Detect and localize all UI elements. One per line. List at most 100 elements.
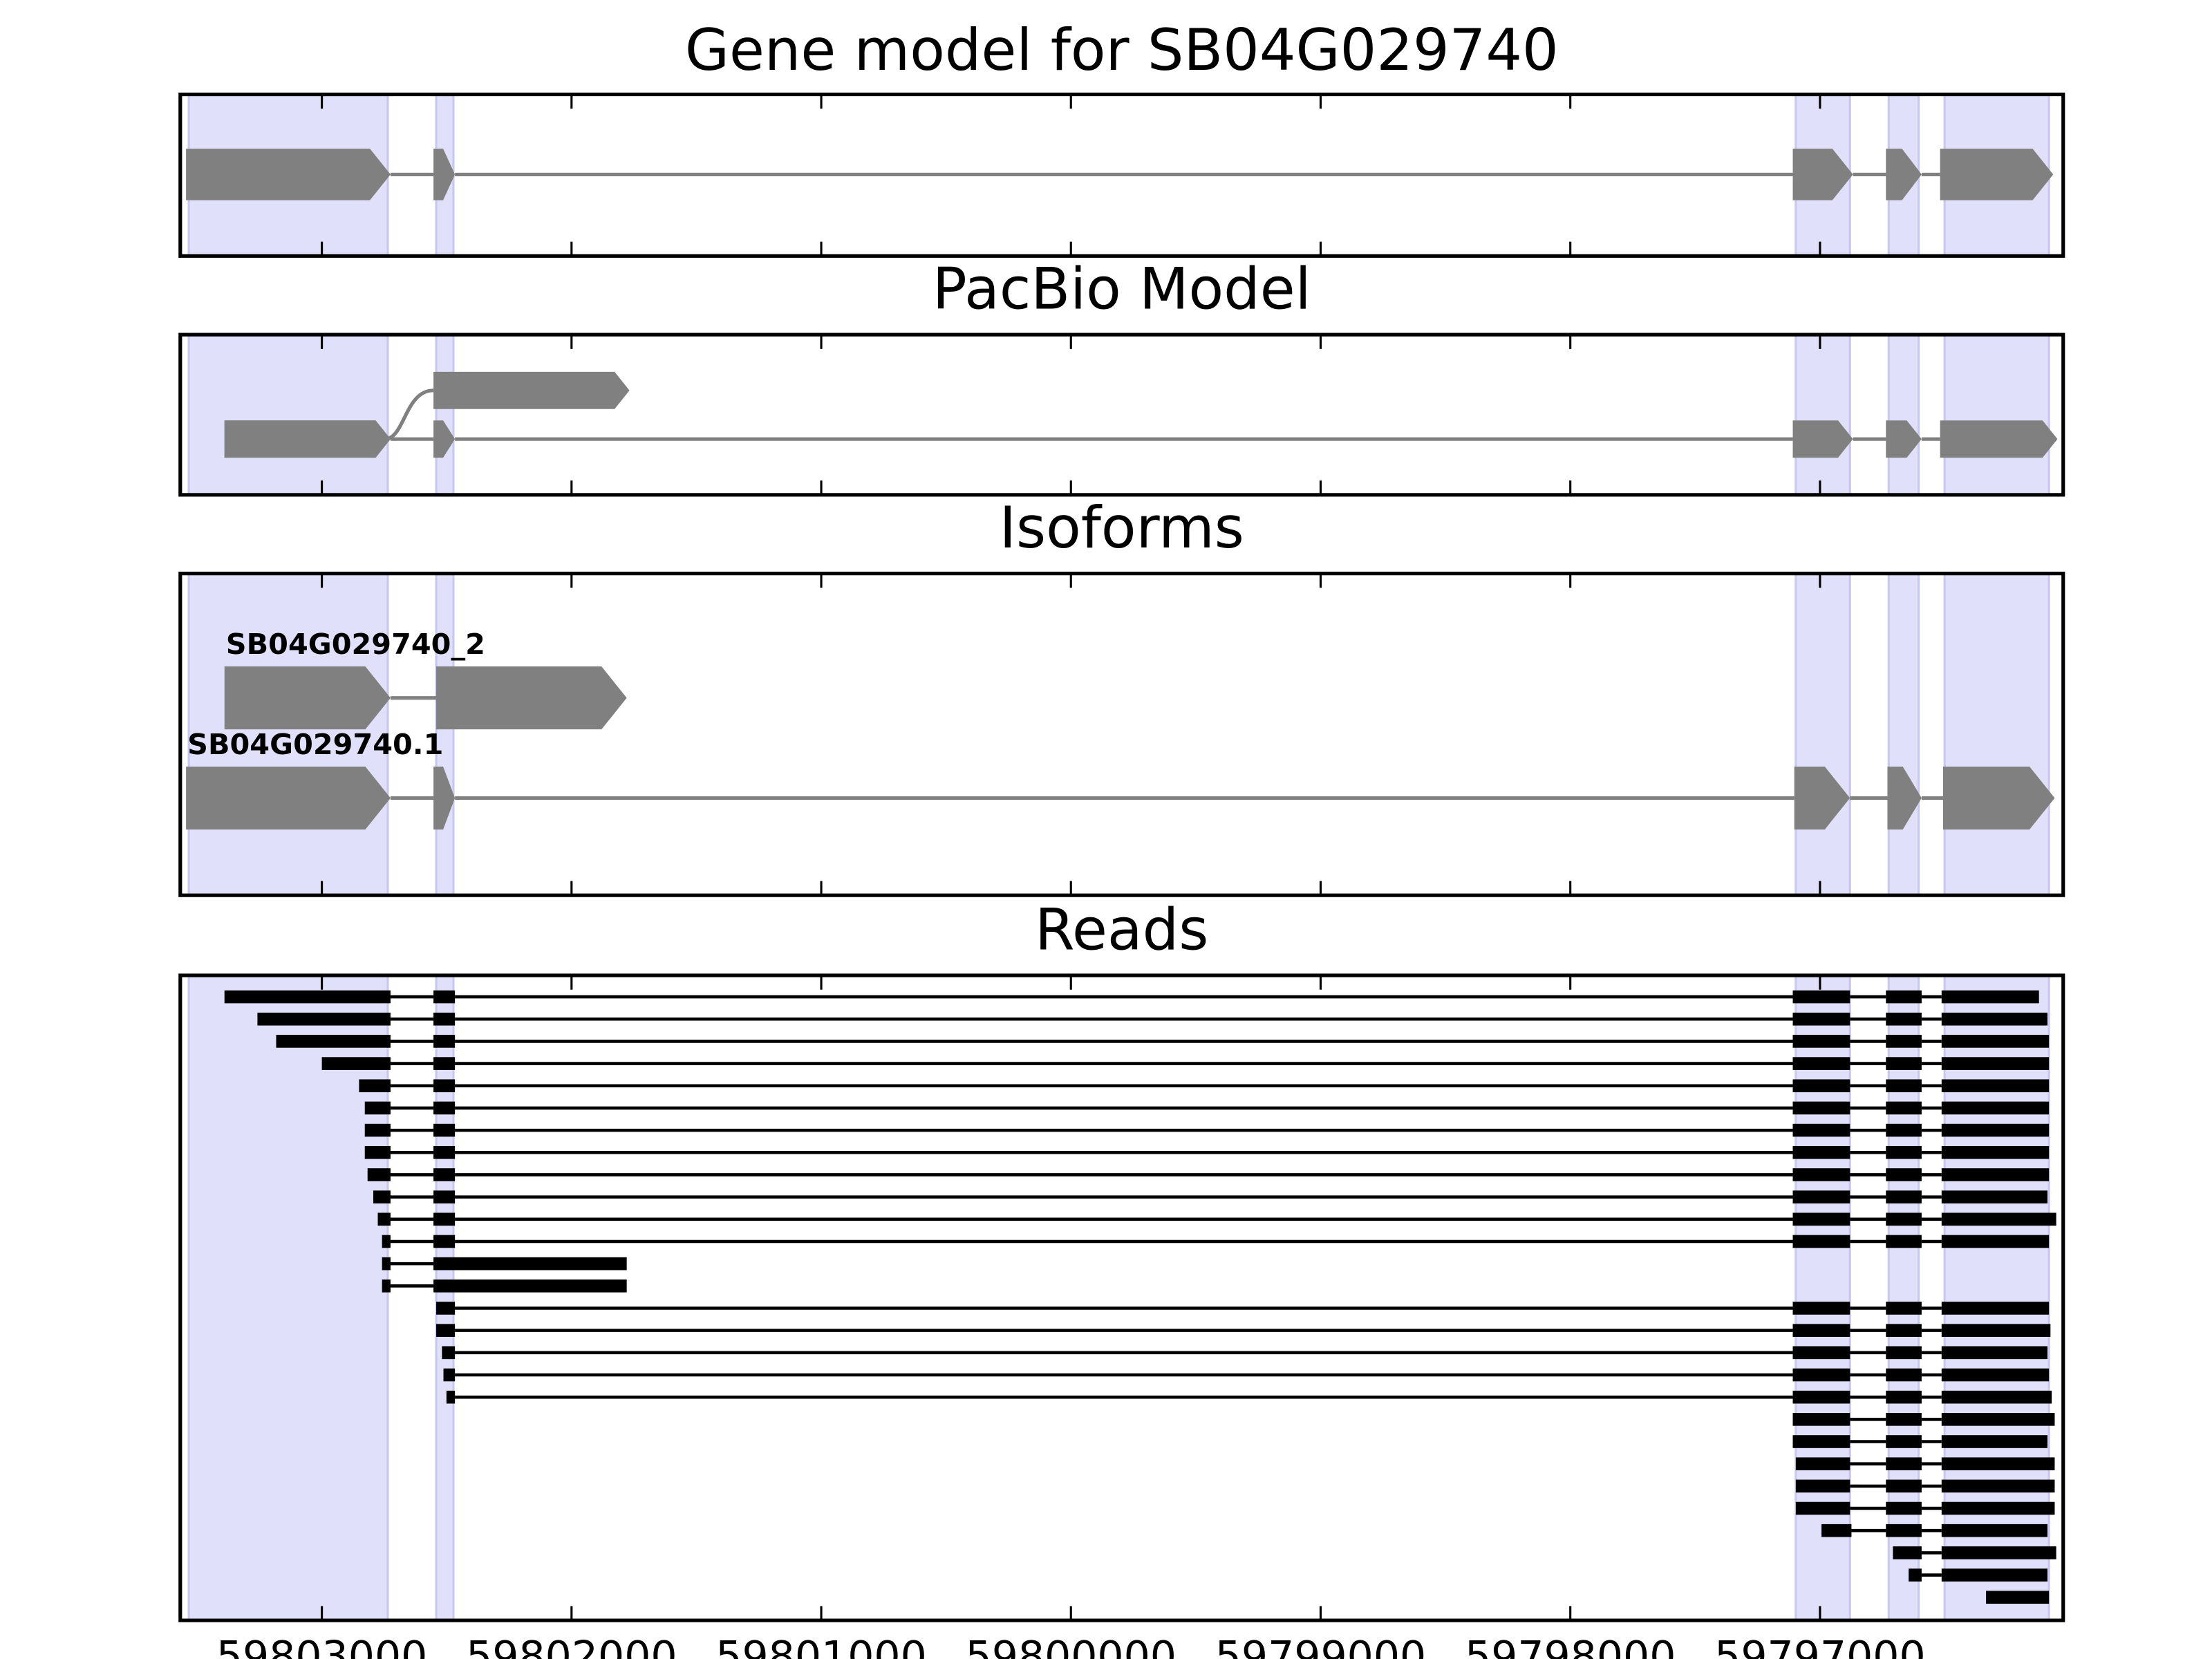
read-exon (1909, 1568, 1922, 1582)
exon-highlight (435, 974, 455, 1622)
read-exon (1941, 1190, 2047, 1203)
exon (186, 766, 391, 830)
read-exon (1795, 1501, 1850, 1515)
read-exon (1886, 1435, 1922, 1448)
read-exon (1886, 1413, 1922, 1426)
read-exon (1886, 1079, 1922, 1093)
read-exon (1886, 1524, 1922, 1537)
read-exon (1792, 990, 1850, 1004)
read-exon (1941, 1524, 2047, 1537)
read-exon (1792, 1079, 1850, 1093)
read-exon (433, 1212, 456, 1226)
exon-highlight (1887, 572, 1920, 897)
read-exon (321, 1057, 391, 1070)
read-exon (1941, 1457, 2055, 1470)
read-exon (1792, 1057, 1850, 1070)
read-exon (1792, 1390, 1850, 1404)
read-exon (1821, 1524, 1852, 1537)
read-exon (1941, 1435, 2047, 1448)
read-exon (1792, 1190, 1850, 1203)
read-exon (433, 1012, 456, 1026)
read-exon (1792, 1413, 1850, 1426)
read-exon (433, 1168, 456, 1181)
read-exon (433, 1035, 456, 1048)
read-exon (433, 1257, 627, 1271)
read-exon (1941, 1568, 2047, 1582)
read-exon (1941, 1012, 2047, 1026)
read-exon (1886, 1457, 1922, 1470)
read-exon (257, 1012, 391, 1026)
panel-title: Reads (1035, 896, 1208, 963)
read-exon (1792, 1012, 1850, 1026)
panel-title: Gene model for SB04G029740 (685, 17, 1559, 84)
read-exon (442, 1346, 456, 1360)
read-exon (1792, 1435, 1850, 1448)
read-exon (436, 1302, 456, 1315)
exon-highlight (1794, 974, 1851, 1622)
read-exon (1941, 1235, 2050, 1248)
exon (1887, 766, 1922, 830)
panel-title: Isoforms (1000, 494, 1244, 561)
read-exon (373, 1190, 391, 1203)
read-exon (433, 1190, 456, 1203)
isoform-label: SB04G029740_2 (226, 628, 485, 661)
exon (1940, 420, 2058, 458)
panel: PacBio Model (178, 256, 2065, 497)
read-exon (433, 1145, 456, 1159)
read-exon (446, 1390, 456, 1404)
read-exon (1886, 1212, 1922, 1226)
panel-title: PacBio Model (932, 256, 1311, 323)
read-exon (1941, 1212, 2056, 1226)
read-exon (1792, 1302, 1850, 1315)
read-exon (436, 1324, 456, 1337)
x-tick-label: 59801000 (715, 1633, 926, 1659)
panel-frame (178, 92, 2065, 258)
read-exon (1941, 1145, 2050, 1159)
read-exon (1941, 1479, 2055, 1493)
exon (433, 149, 456, 200)
panel: Isoforms SB04G029740_2 SB04G029740.1 (178, 494, 2065, 897)
read-exon (1886, 1235, 1922, 1248)
read-exon (1886, 1145, 1922, 1159)
read-exon (1886, 1368, 1922, 1382)
read-exon (382, 1280, 391, 1293)
read-exon (1886, 1057, 1922, 1070)
read-exon (1792, 1346, 1850, 1360)
read-exon (1941, 1079, 2050, 1093)
exon-highlight (1943, 572, 2050, 897)
read-exon (1941, 1123, 2050, 1137)
read-exon (382, 1257, 391, 1271)
exon (224, 420, 391, 458)
x-tick-label: 59797000 (1714, 1633, 1925, 1659)
exon (186, 149, 391, 200)
exon (1886, 420, 1922, 458)
read-exon (1886, 1501, 1922, 1515)
read-exon (1941, 1546, 2056, 1559)
read-exon (1941, 1413, 2055, 1426)
read-exon (1795, 1457, 1850, 1470)
read-exon (1792, 1235, 1850, 1248)
exon-highlight (187, 974, 389, 1622)
read-exon (1941, 1501, 2055, 1515)
read-exon (1886, 1123, 1922, 1137)
read-exon (1941, 1390, 2052, 1404)
read-exon (1941, 1324, 2051, 1337)
exon (1886, 149, 1922, 200)
read-exon (1886, 1324, 1922, 1337)
x-tick-label: 59798000 (1465, 1633, 1676, 1659)
read-exon (1941, 1035, 2050, 1048)
intron (384, 388, 434, 441)
read-exon (364, 1101, 391, 1115)
read-exon (1941, 1368, 2050, 1382)
read-exon (1986, 1591, 2050, 1604)
x-tick-label: 59803000 (216, 1633, 427, 1659)
exon (433, 420, 456, 458)
read-exon (1941, 1101, 2050, 1115)
read-exon (224, 990, 391, 1004)
read-exon (433, 1280, 627, 1293)
read-exon (1886, 1101, 1922, 1115)
read-exon (364, 1123, 391, 1137)
exon-highlight (1794, 572, 1851, 897)
read-exon (1941, 1346, 2047, 1360)
exon-highlight (1943, 974, 2050, 1622)
